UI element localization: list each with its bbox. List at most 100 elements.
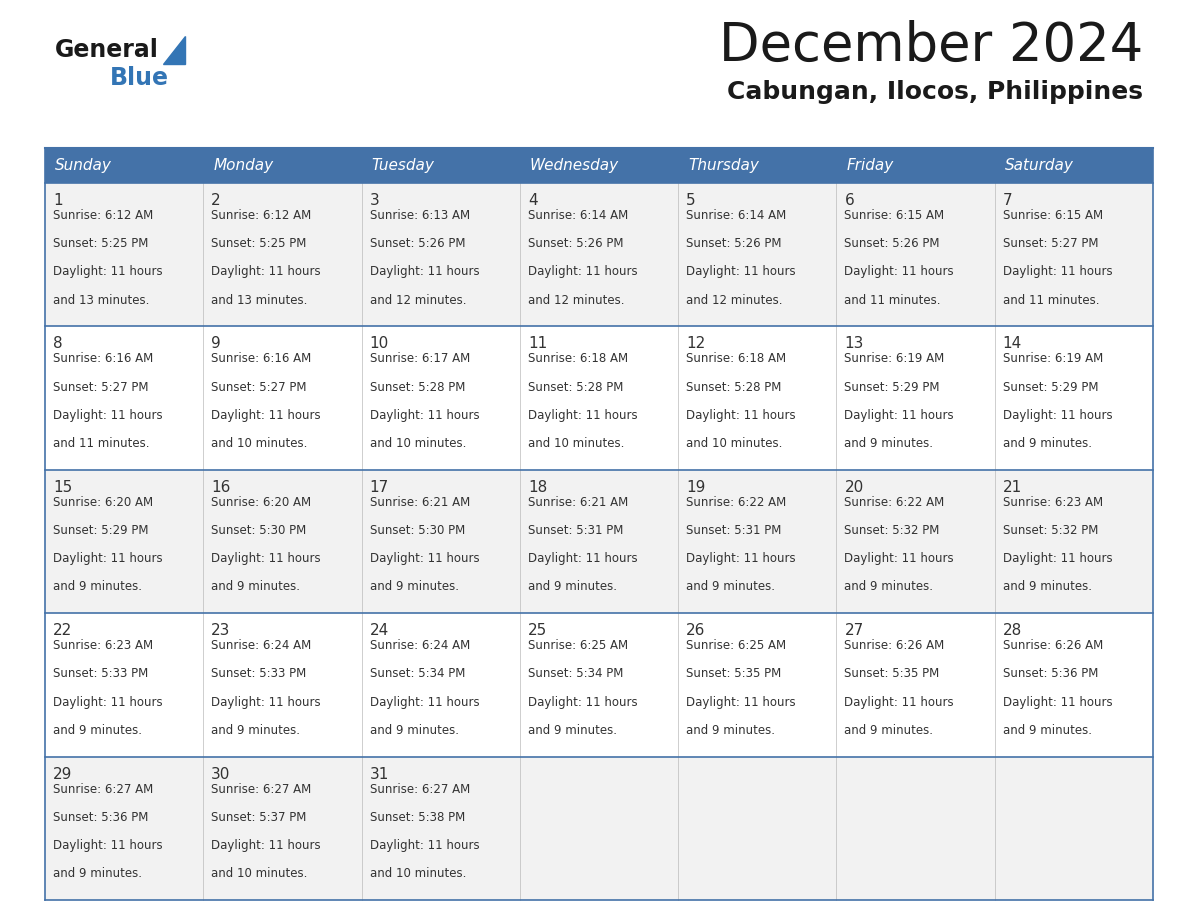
Text: Sunrise: 6:27 AM: Sunrise: 6:27 AM xyxy=(53,783,153,796)
Text: and 9 minutes.: and 9 minutes. xyxy=(687,580,775,594)
Text: 24: 24 xyxy=(369,623,388,638)
Text: Sunrise: 6:15 AM: Sunrise: 6:15 AM xyxy=(1003,209,1102,222)
Text: Daylight: 11 hours: Daylight: 11 hours xyxy=(687,696,796,709)
Text: and 11 minutes.: and 11 minutes. xyxy=(53,437,150,450)
Text: Sunset: 5:27 PM: Sunset: 5:27 PM xyxy=(53,381,148,394)
Text: and 9 minutes.: and 9 minutes. xyxy=(53,724,143,737)
Text: and 9 minutes.: and 9 minutes. xyxy=(845,580,934,594)
Text: 28: 28 xyxy=(1003,623,1022,638)
Text: Daylight: 11 hours: Daylight: 11 hours xyxy=(53,696,163,709)
Text: Sunset: 5:27 PM: Sunset: 5:27 PM xyxy=(211,381,307,394)
Text: and 9 minutes.: and 9 minutes. xyxy=(369,724,459,737)
Text: Daylight: 11 hours: Daylight: 11 hours xyxy=(211,696,321,709)
Text: Daylight: 11 hours: Daylight: 11 hours xyxy=(1003,553,1112,565)
Bar xyxy=(45,756,1154,900)
Text: and 9 minutes.: and 9 minutes. xyxy=(527,724,617,737)
Text: Daylight: 11 hours: Daylight: 11 hours xyxy=(211,553,321,565)
Text: and 10 minutes.: and 10 minutes. xyxy=(369,437,466,450)
Text: Sunrise: 6:26 AM: Sunrise: 6:26 AM xyxy=(1003,639,1102,652)
Text: Sunrise: 6:25 AM: Sunrise: 6:25 AM xyxy=(687,639,786,652)
Text: Sunset: 5:29 PM: Sunset: 5:29 PM xyxy=(1003,381,1098,394)
Text: Daylight: 11 hours: Daylight: 11 hours xyxy=(53,839,163,852)
Text: and 10 minutes.: and 10 minutes. xyxy=(211,868,308,880)
Text: Sunset: 5:26 PM: Sunset: 5:26 PM xyxy=(845,237,940,251)
Text: Sunrise: 6:25 AM: Sunrise: 6:25 AM xyxy=(527,639,628,652)
Text: Cabungan, Ilocos, Philippines: Cabungan, Ilocos, Philippines xyxy=(727,80,1143,104)
Text: Daylight: 11 hours: Daylight: 11 hours xyxy=(1003,696,1112,709)
Text: Sunset: 5:32 PM: Sunset: 5:32 PM xyxy=(845,524,940,537)
Text: 30: 30 xyxy=(211,767,230,781)
Text: and 9 minutes.: and 9 minutes. xyxy=(211,580,301,594)
Text: Sunrise: 6:21 AM: Sunrise: 6:21 AM xyxy=(527,496,628,509)
Text: Daylight: 11 hours: Daylight: 11 hours xyxy=(527,553,638,565)
Text: Daylight: 11 hours: Daylight: 11 hours xyxy=(687,265,796,278)
Text: Blue: Blue xyxy=(110,66,169,90)
Text: Sunset: 5:37 PM: Sunset: 5:37 PM xyxy=(211,811,307,823)
Text: Monday: Monday xyxy=(214,158,273,173)
Text: Daylight: 11 hours: Daylight: 11 hours xyxy=(369,696,479,709)
Bar xyxy=(45,613,1154,756)
Text: 20: 20 xyxy=(845,480,864,495)
Text: Sunday: Sunday xyxy=(55,158,112,173)
Text: Sunset: 5:31 PM: Sunset: 5:31 PM xyxy=(527,524,624,537)
Text: Sunrise: 6:20 AM: Sunrise: 6:20 AM xyxy=(211,496,311,509)
Text: Sunset: 5:33 PM: Sunset: 5:33 PM xyxy=(53,667,148,680)
Text: General: General xyxy=(55,38,159,62)
Bar xyxy=(45,183,1154,327)
Text: 13: 13 xyxy=(845,336,864,352)
Text: 27: 27 xyxy=(845,623,864,638)
Polygon shape xyxy=(163,36,185,64)
Text: 9: 9 xyxy=(211,336,221,352)
Text: Sunrise: 6:24 AM: Sunrise: 6:24 AM xyxy=(369,639,469,652)
Text: and 13 minutes.: and 13 minutes. xyxy=(53,294,150,307)
Text: Sunset: 5:30 PM: Sunset: 5:30 PM xyxy=(369,524,465,537)
Text: and 10 minutes.: and 10 minutes. xyxy=(211,437,308,450)
Text: Friday: Friday xyxy=(846,158,893,173)
Text: 19: 19 xyxy=(687,480,706,495)
Text: 23: 23 xyxy=(211,623,230,638)
Text: Sunrise: 6:24 AM: Sunrise: 6:24 AM xyxy=(211,639,311,652)
Text: Sunrise: 6:27 AM: Sunrise: 6:27 AM xyxy=(211,783,311,796)
Text: Sunrise: 6:26 AM: Sunrise: 6:26 AM xyxy=(845,639,944,652)
Text: Sunrise: 6:14 AM: Sunrise: 6:14 AM xyxy=(687,209,786,222)
Text: and 9 minutes.: and 9 minutes. xyxy=(211,724,301,737)
Text: Daylight: 11 hours: Daylight: 11 hours xyxy=(369,409,479,422)
Text: 8: 8 xyxy=(53,336,63,352)
Text: Sunset: 5:28 PM: Sunset: 5:28 PM xyxy=(369,381,465,394)
Text: Sunrise: 6:19 AM: Sunrise: 6:19 AM xyxy=(845,353,944,365)
Text: Sunset: 5:34 PM: Sunset: 5:34 PM xyxy=(527,667,624,680)
Text: 16: 16 xyxy=(211,480,230,495)
Text: and 11 minutes.: and 11 minutes. xyxy=(1003,294,1099,307)
Text: Sunrise: 6:16 AM: Sunrise: 6:16 AM xyxy=(53,353,153,365)
Text: and 9 minutes.: and 9 minutes. xyxy=(687,724,775,737)
Text: Sunrise: 6:23 AM: Sunrise: 6:23 AM xyxy=(53,639,153,652)
Text: Sunset: 5:25 PM: Sunset: 5:25 PM xyxy=(53,237,148,251)
Text: Daylight: 11 hours: Daylight: 11 hours xyxy=(527,409,638,422)
Text: Sunset: 5:28 PM: Sunset: 5:28 PM xyxy=(687,381,782,394)
Text: Thursday: Thursday xyxy=(688,158,759,173)
Text: Sunrise: 6:20 AM: Sunrise: 6:20 AM xyxy=(53,496,153,509)
Text: and 12 minutes.: and 12 minutes. xyxy=(369,294,466,307)
Text: Sunset: 5:36 PM: Sunset: 5:36 PM xyxy=(53,811,148,823)
Text: and 10 minutes.: and 10 minutes. xyxy=(687,437,783,450)
Text: December 2024: December 2024 xyxy=(719,20,1143,72)
Bar xyxy=(45,470,1154,613)
Text: Sunrise: 6:22 AM: Sunrise: 6:22 AM xyxy=(845,496,944,509)
Text: Sunset: 5:33 PM: Sunset: 5:33 PM xyxy=(211,667,307,680)
Text: 31: 31 xyxy=(369,767,388,781)
Text: Sunrise: 6:12 AM: Sunrise: 6:12 AM xyxy=(53,209,153,222)
Text: Daylight: 11 hours: Daylight: 11 hours xyxy=(53,409,163,422)
Text: Sunrise: 6:27 AM: Sunrise: 6:27 AM xyxy=(369,783,469,796)
Text: Tuesday: Tuesday xyxy=(372,158,435,173)
Text: 14: 14 xyxy=(1003,336,1022,352)
Text: 3: 3 xyxy=(369,193,379,208)
Text: 7: 7 xyxy=(1003,193,1012,208)
Text: Sunset: 5:35 PM: Sunset: 5:35 PM xyxy=(845,667,940,680)
Text: and 9 minutes.: and 9 minutes. xyxy=(527,580,617,594)
Bar xyxy=(45,327,1154,470)
Text: 26: 26 xyxy=(687,623,706,638)
Text: and 9 minutes.: and 9 minutes. xyxy=(1003,724,1092,737)
Text: Sunset: 5:28 PM: Sunset: 5:28 PM xyxy=(527,381,624,394)
Bar xyxy=(45,148,1154,183)
Text: Sunset: 5:29 PM: Sunset: 5:29 PM xyxy=(53,524,148,537)
